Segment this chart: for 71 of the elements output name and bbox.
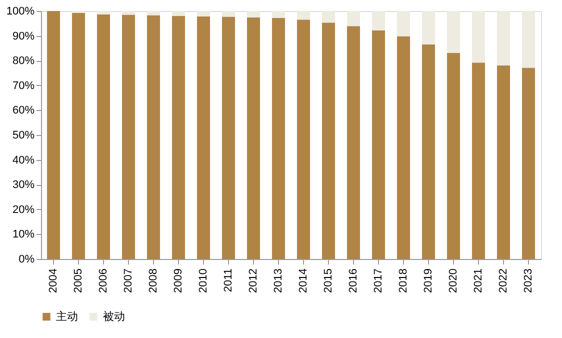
y-tick-label: 50% <box>12 130 35 142</box>
bar <box>222 16 235 259</box>
bar <box>122 11 135 15</box>
x-tick-label: 2022 <box>498 268 510 293</box>
x-tick-label: 2011 <box>222 268 234 292</box>
y-tick-label: 60% <box>12 104 35 117</box>
x-tick-label: 2016 <box>348 268 360 293</box>
y-tick-label: 10% <box>12 228 35 241</box>
x-tick-label: 2019 <box>422 268 434 293</box>
bar <box>272 18 285 259</box>
bar <box>147 11 160 16</box>
bar <box>147 15 160 259</box>
x-tick-label: 2004 <box>48 268 60 293</box>
bar <box>197 11 210 16</box>
bar <box>322 22 335 259</box>
bar <box>497 66 510 259</box>
bar <box>422 44 435 259</box>
bar <box>472 11 485 63</box>
bar <box>97 14 110 259</box>
bar <box>272 11 285 18</box>
x-tick-label: 2006 <box>98 268 110 293</box>
bar <box>72 12 85 259</box>
y-tick-label: 30% <box>12 179 35 192</box>
bar <box>522 68 535 259</box>
x-tick-label: 2017 <box>372 268 384 293</box>
bar <box>247 17 260 259</box>
x-tick-label: 2008 <box>148 268 160 293</box>
bar <box>47 11 60 259</box>
y-tick-label: 0% <box>18 254 35 266</box>
bar <box>247 11 260 18</box>
bar <box>322 11 335 23</box>
bar <box>297 11 310 20</box>
x-tick-label: 2018 <box>398 268 410 293</box>
x-tick-label: 2013 <box>272 268 284 293</box>
bar <box>522 11 535 68</box>
x-tick-label: 2021 <box>472 268 484 293</box>
x-tick-label: 2014 <box>298 268 310 293</box>
bar <box>97 11 110 14</box>
y-tick-label: 70% <box>12 80 35 92</box>
bar <box>497 11 510 66</box>
bar <box>397 36 410 259</box>
bar <box>172 11 185 16</box>
bar <box>397 11 410 36</box>
bar <box>372 30 385 259</box>
bar <box>297 20 310 259</box>
bar <box>447 11 460 53</box>
bar <box>447 52 460 259</box>
bar <box>347 26 360 259</box>
bar <box>372 11 385 30</box>
legend-label: 主动 <box>56 310 78 323</box>
x-tick-label: 2015 <box>322 268 334 293</box>
x-tick-label: 2005 <box>72 268 84 293</box>
x-tick-label: 2023 <box>522 268 534 293</box>
y-tick-label: 80% <box>12 55 35 68</box>
bar <box>197 16 210 259</box>
y-tick-label: 90% <box>12 30 35 42</box>
bar <box>347 11 360 26</box>
bar <box>122 14 135 259</box>
bar <box>422 11 435 44</box>
y-tick-label: 20% <box>12 204 35 216</box>
x-tick-label: 2007 <box>122 268 134 293</box>
y-tick-label: 40% <box>12 154 35 166</box>
x-tick-label: 2020 <box>448 268 460 293</box>
bar <box>222 11 235 17</box>
y-tick-label: 100% <box>6 6 35 18</box>
bar <box>472 62 485 259</box>
x-tick-label: 2009 <box>172 268 184 293</box>
x-tick-label: 2010 <box>198 268 210 293</box>
legend-label: 被动 <box>103 310 125 323</box>
bar <box>172 16 185 259</box>
x-tick-label: 2012 <box>248 268 260 293</box>
